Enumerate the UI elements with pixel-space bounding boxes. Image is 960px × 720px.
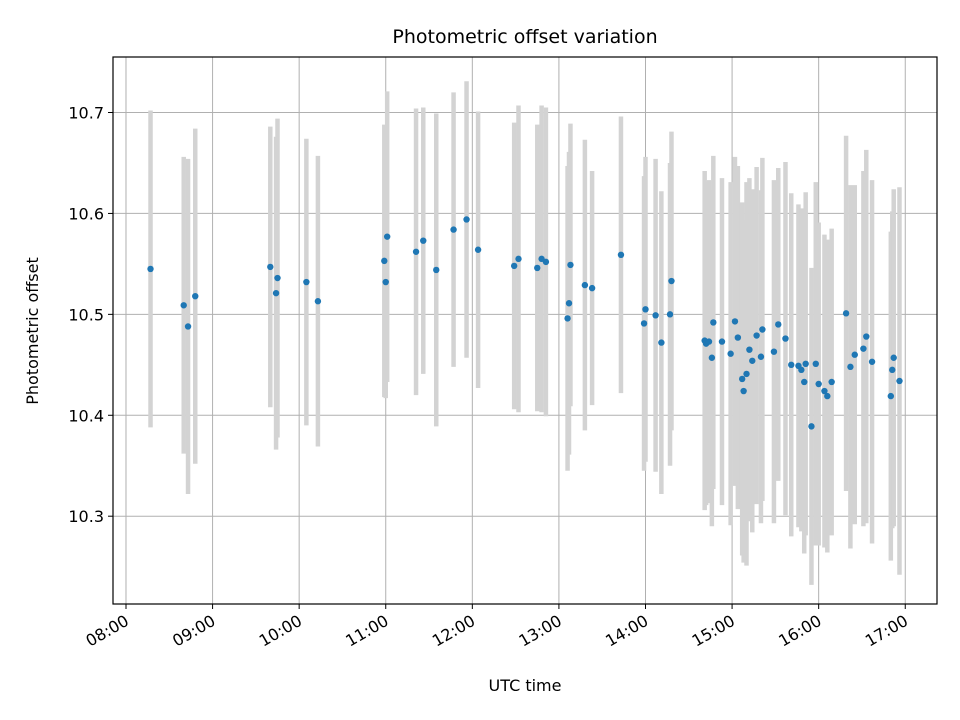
data-point xyxy=(708,354,716,361)
data-point xyxy=(788,361,795,369)
data-point xyxy=(847,363,854,371)
data-point xyxy=(860,345,867,352)
y-tick-label: 10.6 xyxy=(68,204,104,223)
data-point xyxy=(180,302,187,309)
y-tick-label: 10.5 xyxy=(68,305,104,324)
y-tick-label: 10.3 xyxy=(68,507,104,526)
data-point xyxy=(824,392,831,400)
x-axis-label: UTC time xyxy=(489,676,562,695)
data-point xyxy=(798,366,805,374)
y-tick-label: 10.7 xyxy=(68,104,104,123)
data-point xyxy=(710,319,717,326)
data-point xyxy=(668,277,675,285)
data-point xyxy=(731,318,739,325)
data-point xyxy=(272,289,280,297)
data-point xyxy=(705,338,713,345)
data-point xyxy=(746,346,753,353)
data-point xyxy=(666,311,674,318)
data-point xyxy=(383,233,391,240)
data-point xyxy=(658,339,665,346)
data-point xyxy=(868,358,876,365)
y-tick-label: 10.4 xyxy=(68,406,104,425)
data-point xyxy=(381,257,388,265)
data-point xyxy=(782,335,789,342)
data-point xyxy=(314,298,322,305)
data-point xyxy=(740,387,747,395)
data-point xyxy=(534,264,541,272)
data-point xyxy=(753,332,760,339)
data-point xyxy=(450,226,457,233)
data-point xyxy=(889,366,896,374)
data-point xyxy=(812,360,819,368)
data-point xyxy=(147,265,154,273)
data-point xyxy=(567,261,574,269)
data-point xyxy=(433,266,440,274)
data-point xyxy=(588,284,596,292)
data-point xyxy=(642,306,649,313)
data-point xyxy=(564,315,571,322)
data-point xyxy=(887,392,895,400)
data-point xyxy=(770,348,778,355)
data-point xyxy=(274,274,281,282)
data-point xyxy=(757,353,765,360)
data-point xyxy=(463,216,470,223)
data-point xyxy=(851,351,858,358)
data-point xyxy=(890,354,897,361)
data-point xyxy=(802,360,809,368)
chart-title: Photometric offset variation xyxy=(392,26,657,48)
data-point xyxy=(738,375,746,383)
data-point xyxy=(565,300,573,307)
data-point xyxy=(815,380,822,388)
data-point xyxy=(828,378,835,386)
data-points xyxy=(147,216,903,430)
data-point xyxy=(863,333,870,340)
data-point xyxy=(749,357,756,364)
data-point xyxy=(303,278,310,286)
data-point xyxy=(775,321,782,328)
data-point xyxy=(759,326,766,333)
data-point xyxy=(184,323,192,330)
y-axis-label: Photometric offset xyxy=(23,257,42,405)
data-point xyxy=(640,320,648,327)
data-point xyxy=(718,338,726,345)
data-point xyxy=(743,370,750,378)
data-point xyxy=(581,281,589,289)
data-point xyxy=(652,312,659,319)
data-point xyxy=(808,423,815,430)
data-point xyxy=(727,350,734,357)
data-point xyxy=(515,255,522,263)
data-point xyxy=(192,292,199,300)
data-point xyxy=(801,378,808,386)
data-point xyxy=(734,334,742,341)
data-point xyxy=(474,246,482,253)
data-point xyxy=(420,237,427,244)
plot-frame xyxy=(112,56,938,605)
data-point xyxy=(412,248,420,255)
data-point xyxy=(617,251,625,259)
data-point xyxy=(542,258,550,266)
data-point xyxy=(510,262,518,270)
data-point xyxy=(842,310,850,317)
data-point xyxy=(821,387,828,395)
data-point xyxy=(267,263,274,271)
data-point xyxy=(896,377,903,385)
data-point xyxy=(382,278,389,286)
